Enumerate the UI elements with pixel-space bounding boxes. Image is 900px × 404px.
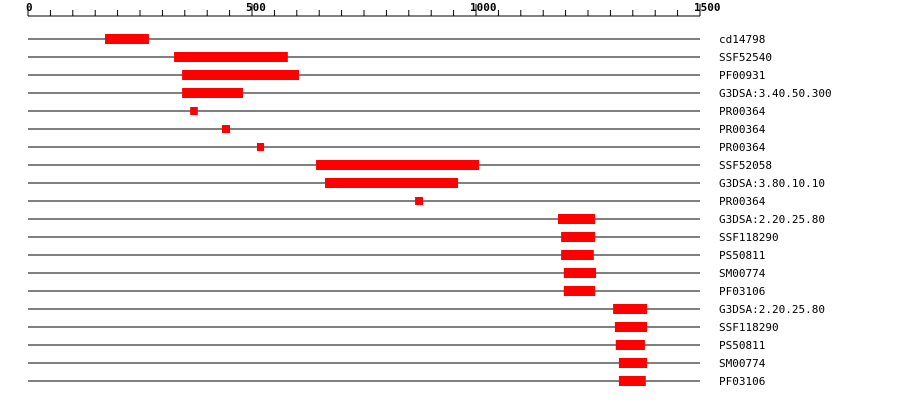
domain-bar bbox=[563, 286, 596, 296]
domain-label: PR00364 bbox=[719, 141, 766, 154]
domain-label: PF00931 bbox=[719, 69, 765, 82]
domain-label: SM00774 bbox=[719, 267, 766, 280]
domain-label: G3DSA:2.20.25.80 bbox=[719, 213, 825, 226]
domain-label: cd14798 bbox=[719, 33, 765, 46]
domain-bar bbox=[221, 125, 231, 133]
domain-bar bbox=[614, 322, 648, 332]
domain-bar bbox=[618, 358, 648, 368]
domain-bar bbox=[256, 143, 265, 151]
domain-bar bbox=[618, 376, 646, 386]
domain-label: PR00364 bbox=[719, 123, 766, 136]
domain-label: PR00364 bbox=[719, 195, 766, 208]
domain-bar bbox=[325, 178, 459, 188]
x-tick-label: 1000 bbox=[470, 1, 497, 14]
domain-bar bbox=[190, 107, 198, 115]
x-tick-label: 500 bbox=[246, 1, 266, 14]
domain-bar bbox=[557, 214, 596, 224]
domain-label: PS50811 bbox=[719, 249, 765, 262]
domain-bar bbox=[105, 34, 149, 44]
domain-bar bbox=[561, 250, 594, 260]
domain-label: PF03106 bbox=[719, 375, 765, 388]
domain-bar bbox=[563, 268, 597, 278]
domain-label: G3DSA:3.80.10.10 bbox=[719, 177, 825, 190]
domain-label: PS50811 bbox=[719, 339, 765, 352]
domain-label: SSF118290 bbox=[719, 231, 779, 244]
domain-label: G3DSA:2.20.25.80 bbox=[719, 303, 825, 316]
x-tick-label: 1500 bbox=[694, 1, 721, 14]
domain-bar bbox=[613, 304, 648, 314]
x-tick-label: 0 bbox=[26, 1, 33, 14]
domain-label: PR00364 bbox=[719, 105, 766, 118]
domain-label: SSF52540 bbox=[719, 51, 772, 64]
domain-label: G3DSA:3.40.50.300 bbox=[719, 87, 832, 100]
domain-bar bbox=[182, 88, 244, 98]
domain-bar bbox=[615, 340, 645, 350]
domain-bar bbox=[182, 70, 300, 80]
domain-label: SSF118290 bbox=[719, 321, 779, 334]
domain-bar bbox=[561, 232, 596, 242]
domain-bar bbox=[174, 52, 288, 62]
domain-bar bbox=[316, 160, 480, 170]
domain-bar bbox=[415, 197, 424, 205]
domain-label: PF03106 bbox=[719, 285, 765, 298]
domain-label: SSF52058 bbox=[719, 159, 772, 172]
domain-label: SM00774 bbox=[719, 357, 766, 370]
